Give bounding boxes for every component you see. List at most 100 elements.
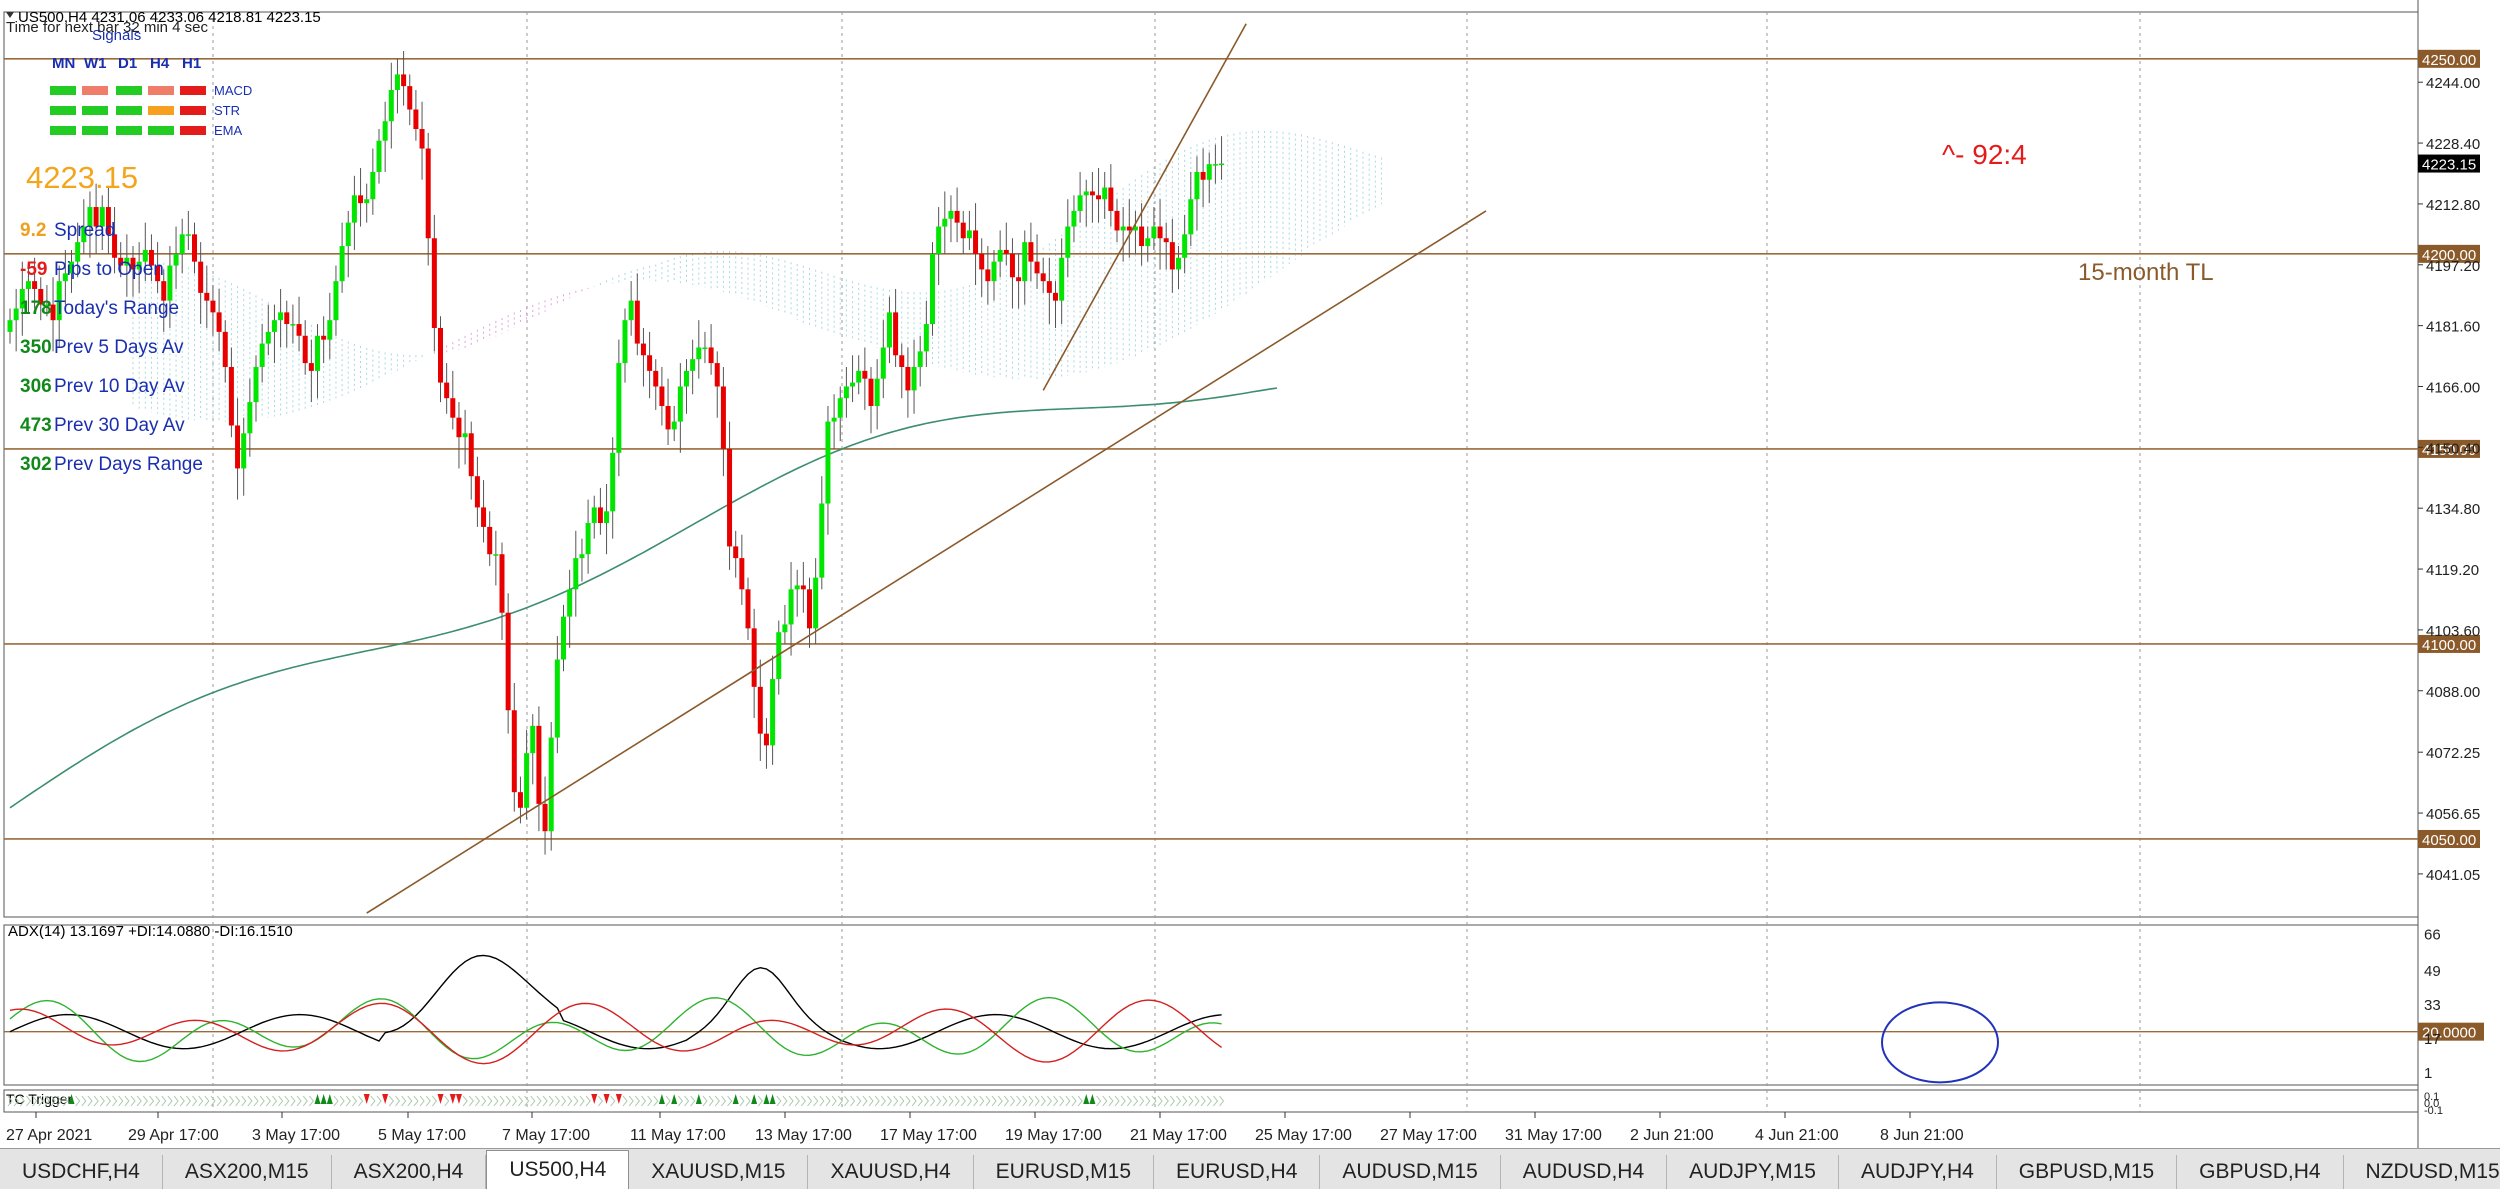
candle-body bbox=[444, 382, 450, 399]
trigger-arrow bbox=[591, 1094, 598, 1104]
trigger-mark bbox=[112, 1095, 118, 1107]
trigger-mark bbox=[1071, 1095, 1077, 1107]
price-tick-label: 4119.20 bbox=[2426, 562, 2479, 579]
trigger-mark bbox=[62, 1095, 68, 1107]
candle-body bbox=[899, 355, 905, 367]
candle-body bbox=[259, 343, 265, 367]
candle-body bbox=[161, 281, 167, 301]
symbol-tab[interactable]: XAUUSD,H4 bbox=[808, 1155, 974, 1189]
current-price-label: 4223.15 bbox=[2422, 157, 2476, 174]
symbol-tab[interactable]: GBPUSD,M15 bbox=[1997, 1155, 2178, 1189]
candle-body bbox=[985, 269, 991, 282]
price-tick-label: 4103.60 bbox=[2426, 623, 2480, 640]
adx-tick-label: 33 bbox=[2424, 997, 2441, 1014]
candle-body bbox=[622, 320, 628, 364]
price-tick-label: 4056.65 bbox=[2426, 806, 2480, 823]
trigger-mark bbox=[1139, 1095, 1145, 1107]
candle-body bbox=[554, 659, 560, 738]
bar-timer: Time for next bar 32 min 4 sec bbox=[6, 19, 209, 36]
candle-body bbox=[1169, 242, 1175, 270]
time-tick-label: 7 May 17:00 bbox=[502, 1127, 590, 1144]
candle-body bbox=[216, 312, 222, 332]
signal-row-label: MACD bbox=[214, 83, 252, 98]
adx-tick-label: 66 bbox=[2424, 927, 2441, 944]
candle-body bbox=[948, 210, 954, 219]
trigger-mark bbox=[880, 1095, 886, 1107]
trigger-mark bbox=[794, 1095, 800, 1107]
symbol-tab[interactable]: NZDUSD,M15 bbox=[2344, 1155, 2500, 1189]
symbol-tab[interactable]: XAUUSD,M15 bbox=[629, 1155, 809, 1189]
symbol-tab[interactable]: ASX200,M15 bbox=[163, 1155, 332, 1189]
trigger-mark bbox=[905, 1095, 911, 1107]
trigger-mark bbox=[960, 1095, 966, 1107]
candle-body bbox=[997, 249, 1003, 262]
time-tick-label: 2 Jun 21:00 bbox=[1630, 1127, 1714, 1144]
candle-body bbox=[333, 281, 339, 321]
symbol-tab[interactable]: AUDJPY,M15 bbox=[1667, 1155, 1839, 1189]
time-tick-label: 29 Apr 17:00 bbox=[128, 1127, 219, 1144]
candle-body bbox=[813, 577, 819, 629]
trigger-mark bbox=[431, 1095, 437, 1107]
candle-body bbox=[862, 370, 868, 379]
candle-body bbox=[81, 226, 87, 243]
trigger-mark bbox=[462, 1095, 468, 1107]
symbol-tab[interactable]: USDCHF,H4 bbox=[0, 1155, 163, 1189]
trigger-mark bbox=[93, 1095, 99, 1107]
candle-body bbox=[456, 417, 462, 438]
candle-body bbox=[825, 421, 831, 504]
candle-body bbox=[794, 585, 800, 590]
signal-cell bbox=[82, 126, 108, 135]
candle-body bbox=[142, 249, 148, 262]
trigger-mark bbox=[358, 1095, 364, 1107]
trigger-mark bbox=[1182, 1095, 1188, 1107]
trading-chart[interactable]: 4250.00 4200.00 4150.00 4100.00 4050.00 4244.… bbox=[0, 0, 2500, 1148]
plus-di-line bbox=[9, 996, 1222, 1063]
trigger-mark bbox=[425, 1095, 431, 1107]
candle-body bbox=[148, 249, 154, 266]
trigger-mark bbox=[899, 1095, 905, 1107]
adx-panel-frame bbox=[3, 924, 2419, 1086]
trigger-mark bbox=[26, 1095, 32, 1107]
trigger-mark bbox=[997, 1095, 1003, 1107]
symbol-tab[interactable]: AUDUSD,H4 bbox=[1501, 1155, 1668, 1189]
trigger-mark bbox=[1028, 1095, 1034, 1107]
candle-body bbox=[653, 370, 659, 387]
price-level-label: 4200.00 bbox=[2422, 247, 2476, 264]
trigger-mark bbox=[75, 1095, 81, 1107]
candle-body bbox=[788, 589, 794, 625]
candle-body bbox=[917, 351, 923, 367]
candle-body bbox=[616, 363, 622, 453]
symbol-tab[interactable]: AUDUSD,M15 bbox=[1320, 1155, 1501, 1189]
trigger-mark bbox=[13, 1095, 19, 1107]
candle-body bbox=[56, 281, 62, 321]
symbol-tab[interactable]: EURUSD,H4 bbox=[1154, 1155, 1321, 1189]
trigger-mark bbox=[641, 1095, 647, 1107]
symbol-tab-bar: USDCHF,H4 ASX200,M15 ASX200,H4 US500,H4 XAUU… bbox=[0, 1148, 2500, 1189]
candles bbox=[7, 51, 1225, 855]
symbol-tab[interactable]: GBPUSD,H4 bbox=[2177, 1155, 2344, 1189]
price-tick-label: 4181.60 bbox=[2426, 319, 2480, 336]
trigger-mark bbox=[850, 1095, 856, 1107]
candle-body bbox=[677, 386, 683, 422]
candle-body bbox=[727, 448, 733, 547]
symbol-tab[interactable]: EURUSD,M15 bbox=[974, 1155, 1155, 1189]
current-price-display: 4223.15 bbox=[26, 160, 138, 195]
chart-menu-icon bbox=[6, 12, 14, 18]
candle-body bbox=[1065, 226, 1071, 258]
trigger-mark bbox=[936, 1095, 942, 1107]
candle-body bbox=[1212, 164, 1218, 166]
symbol-tab[interactable]: ASX200,H4 bbox=[332, 1155, 487, 1189]
price-level-label: 4100.00 bbox=[2422, 637, 2476, 654]
trigger-mark bbox=[192, 1095, 198, 1107]
trigger-arrow bbox=[314, 1094, 321, 1104]
candle-body bbox=[44, 304, 50, 307]
trigger-mark bbox=[333, 1095, 339, 1107]
trigger-tick-label: -0.1 bbox=[2424, 1105, 2443, 1117]
adx-label: ADX(14) 13.1697 +DI:14.0880 -DI:16.1510 bbox=[8, 923, 293, 940]
candle-body bbox=[62, 273, 68, 282]
symbol-tab[interactable]: AUDJPY,H4 bbox=[1839, 1155, 1997, 1189]
price-level-label: 4050.00 bbox=[2422, 832, 2476, 849]
symbol-tab[interactable]: US500,H4 bbox=[486, 1150, 630, 1189]
trigger-mark bbox=[813, 1095, 819, 1107]
candle-body bbox=[185, 234, 191, 236]
